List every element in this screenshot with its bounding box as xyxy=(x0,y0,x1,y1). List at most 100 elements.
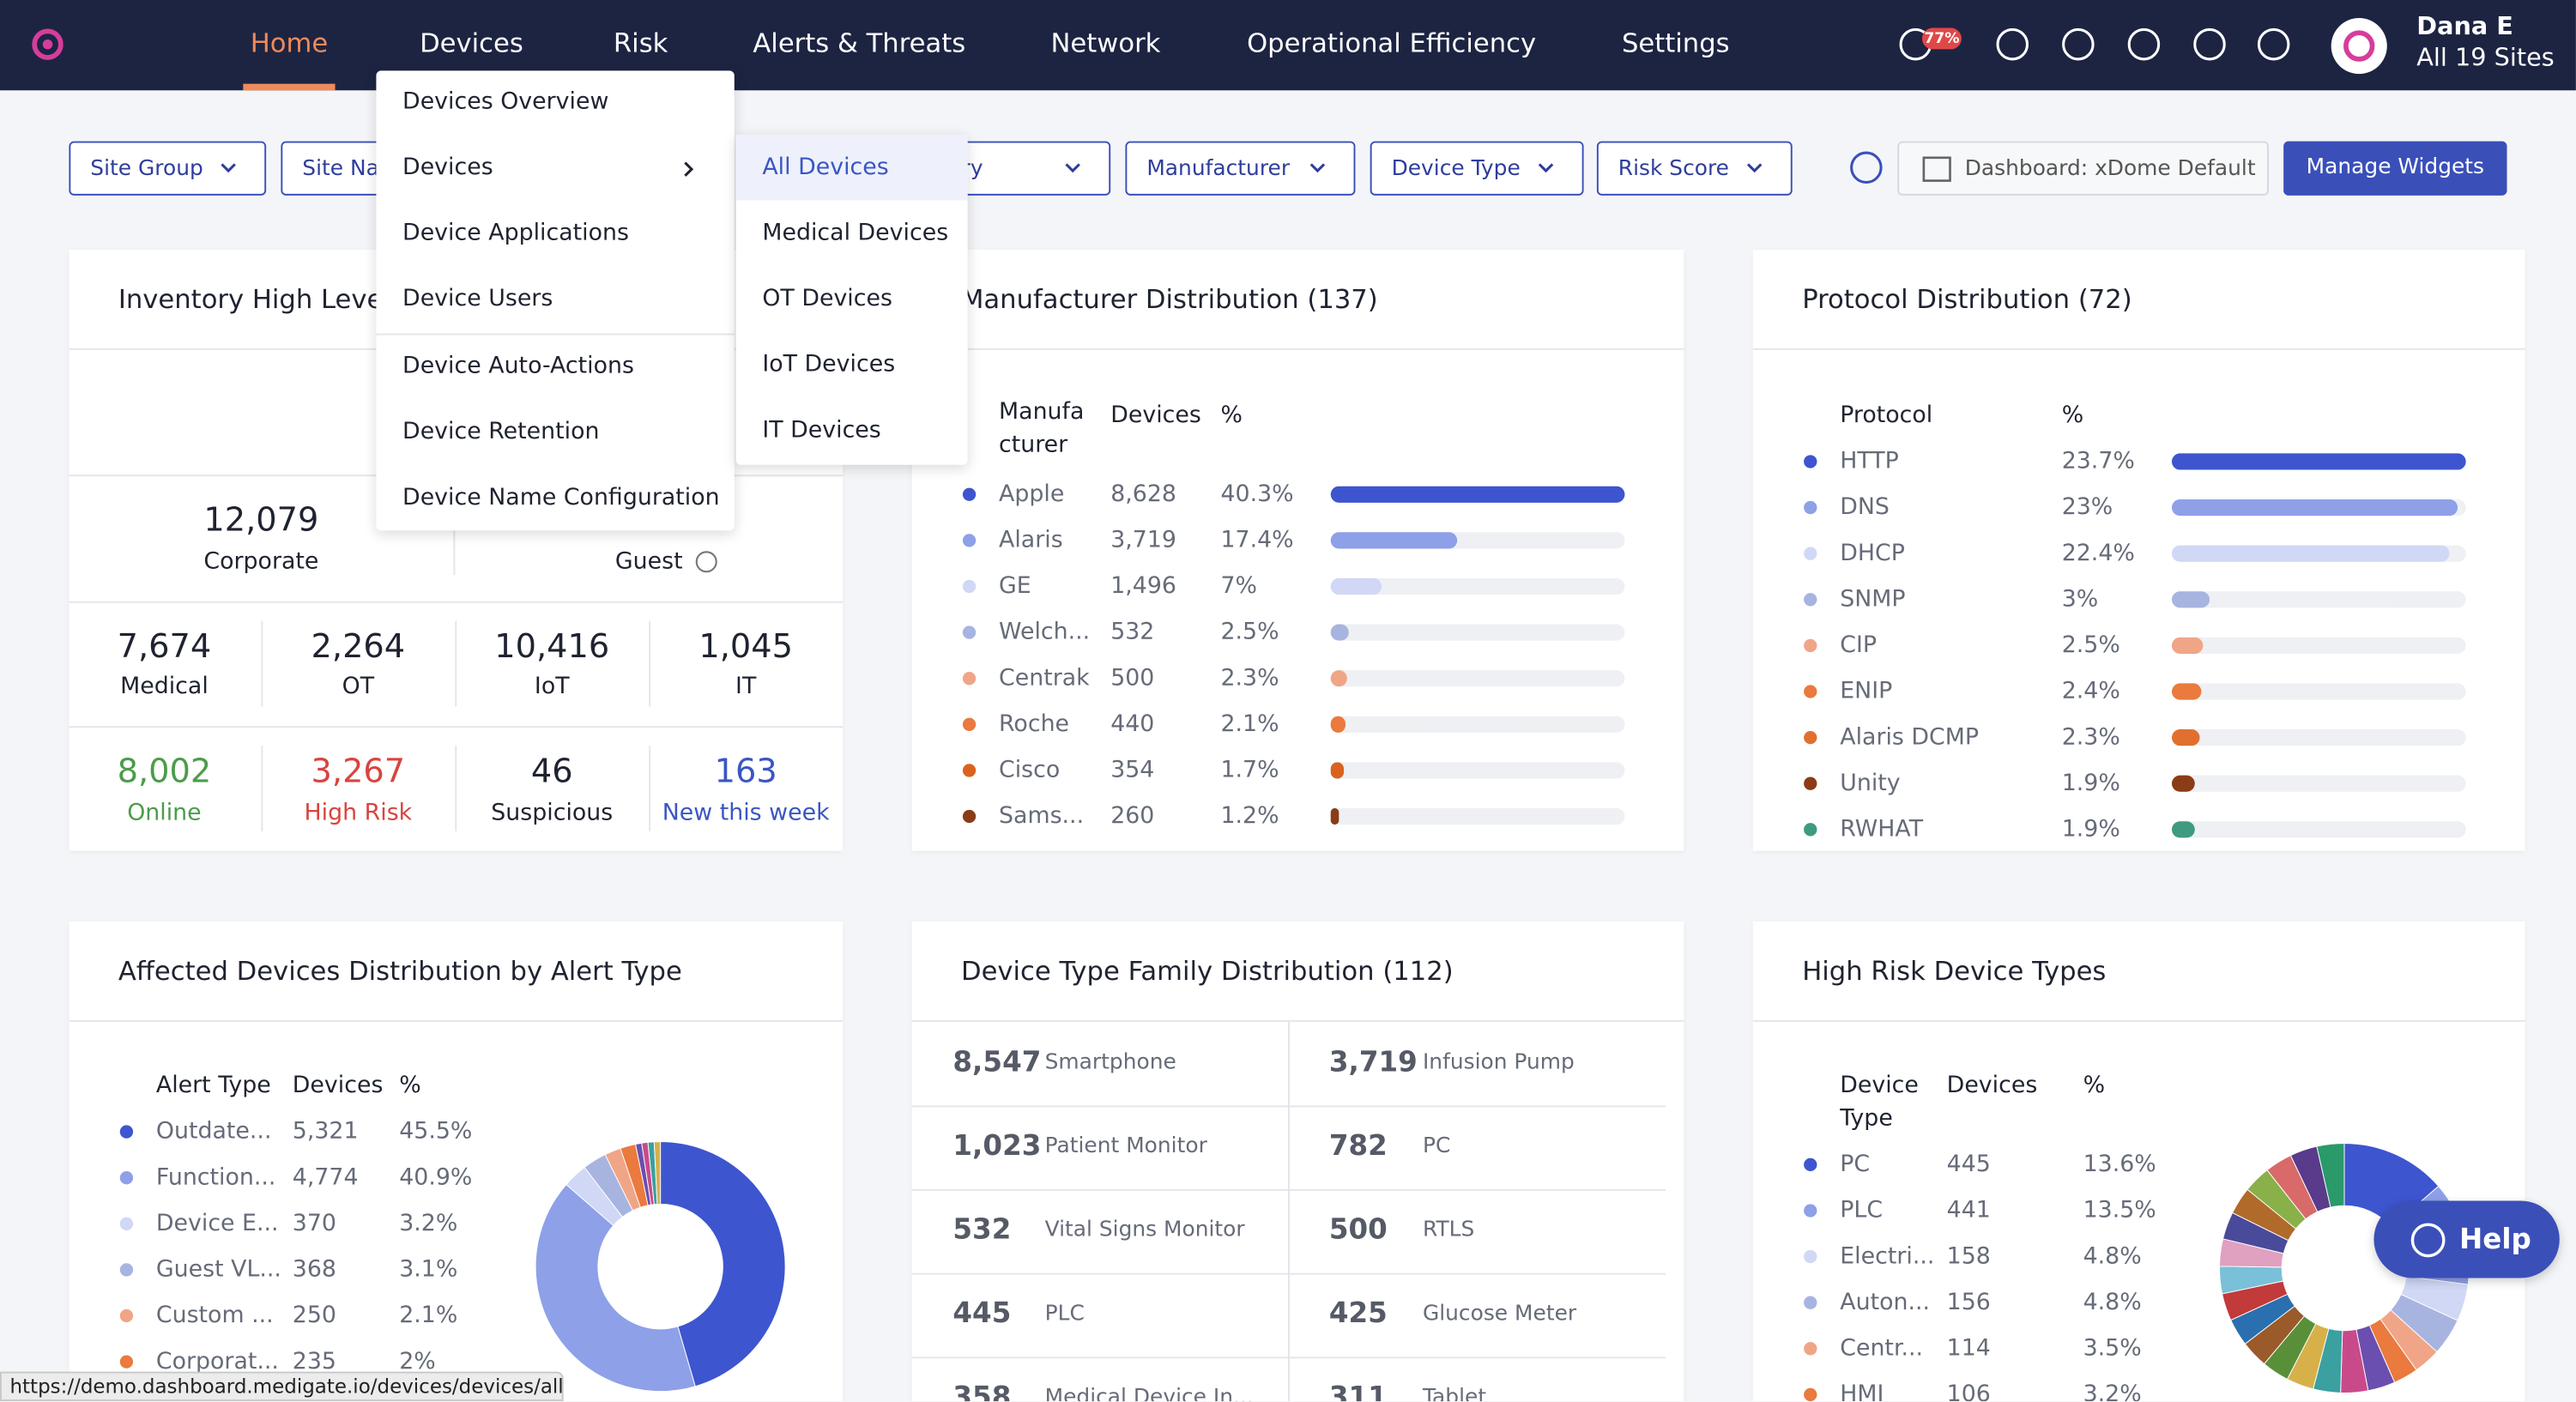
row-percent: 13.6% xyxy=(2083,1151,2156,1178)
dot xyxy=(962,534,977,547)
devices-submenu: All Devices Medical Devices OT Devices IoT … xyxy=(735,134,968,465)
legend-dot xyxy=(1804,1157,1817,1172)
manage-widgets-label: Manage Widgets xyxy=(2306,154,2485,180)
menu-item[interactable]: Device Users xyxy=(402,286,553,312)
bar xyxy=(2171,775,2196,792)
chevron-icon xyxy=(1538,163,1554,173)
donut-slice-other xyxy=(653,1141,662,1205)
menu-item[interactable]: Device Auto-Actions xyxy=(402,353,634,380)
help-button[interactable]: Help xyxy=(2373,1200,2560,1278)
nav-item[interactable]: Risk xyxy=(613,27,668,58)
menu-item[interactable]: Devices Overview xyxy=(402,88,609,116)
dot xyxy=(962,717,977,731)
row-devices: 500 xyxy=(1110,665,1155,692)
legend-dot xyxy=(119,1125,134,1139)
filter-button[interactable]: Site Group xyxy=(69,141,267,196)
row-name: Apple xyxy=(999,480,1065,508)
stat-value: 12,079 xyxy=(203,499,319,539)
legend-dot xyxy=(1804,1249,1817,1264)
column-header: Devices xyxy=(1110,402,1201,429)
help-button-icon xyxy=(2410,1223,2446,1258)
bar xyxy=(2171,499,2458,517)
logo xyxy=(32,28,63,60)
card: Device Type Family Distribution (112) 8,5… xyxy=(911,922,1684,1402)
card-header-divider xyxy=(1752,347,2525,350)
nav-item[interactable]: Devices xyxy=(420,27,523,58)
legend-dot xyxy=(119,1171,134,1185)
row-devices: 260 xyxy=(1110,803,1155,830)
family-count: 311 xyxy=(1328,1381,1388,1402)
submenu-active-bg xyxy=(735,134,968,201)
row-percent: 2% xyxy=(399,1348,436,1375)
chevron xyxy=(684,161,694,177)
family-label: Glucose Meter xyxy=(1422,1302,1577,1326)
column-header: % xyxy=(2061,402,2084,429)
bar xyxy=(2171,591,2210,608)
stat-label: OT xyxy=(342,673,375,700)
nav-item[interactable]: Network xyxy=(1050,27,1161,58)
dot xyxy=(1804,1342,1817,1356)
filter-button[interactable]: Risk Score xyxy=(1596,141,1793,196)
row-percent: 2.3% xyxy=(2061,724,2120,751)
row-devices: 445 xyxy=(1946,1151,1991,1178)
chevron xyxy=(1065,163,1080,173)
menu-item[interactable]: Device Retention xyxy=(402,419,600,445)
row-name: Unity xyxy=(1840,770,1901,797)
filter-button[interactable]: Manufacturer xyxy=(1125,141,1356,196)
row-percent: 7% xyxy=(1220,573,1258,600)
menu-item[interactable]: Device Applications xyxy=(402,220,629,247)
dot xyxy=(1804,1249,1817,1264)
bar xyxy=(1330,624,1349,641)
card-title: Manufacturer Distribution (137) xyxy=(960,283,1378,315)
family-label: PLC xyxy=(1044,1302,1085,1326)
bar-track xyxy=(1330,624,1625,641)
bar-track xyxy=(2171,821,2466,838)
donut-chart xyxy=(535,1141,786,1393)
nav-item[interactable]: Alerts & Threats xyxy=(753,27,966,58)
row-percent: 4.8% xyxy=(2083,1289,2142,1316)
legend-dot xyxy=(962,764,977,777)
stat-value: 46 xyxy=(530,750,573,790)
submenu-item[interactable]: All Devices xyxy=(762,154,889,181)
stat-label: Online xyxy=(127,800,202,826)
help-circle xyxy=(2410,1223,2446,1258)
legend-dot xyxy=(1804,1387,1817,1402)
submenu-item[interactable]: IT Devices xyxy=(762,417,881,444)
row-name: ENIP xyxy=(1840,678,1893,705)
row-devices: 532 xyxy=(1110,619,1155,646)
dot xyxy=(1804,1204,1817,1218)
row-name: PLC xyxy=(1840,1197,1884,1224)
menu-item[interactable]: Devices xyxy=(402,154,493,181)
stat-value: 7,674 xyxy=(117,625,212,666)
row-devices: 156 xyxy=(1946,1289,1991,1316)
bar-track xyxy=(1330,577,1625,595)
column-header: Devices xyxy=(292,1073,384,1099)
card-header-divider xyxy=(911,347,1684,350)
bar xyxy=(1330,670,1348,687)
nav-item[interactable]: Home xyxy=(250,27,329,58)
stat-value: 3,267 xyxy=(311,750,406,790)
family-label: RTLS xyxy=(1422,1218,1475,1243)
menu-item[interactable]: Device Name Configuration xyxy=(402,484,720,511)
family-count: 782 xyxy=(1328,1130,1388,1163)
submenu-item[interactable]: IoT Devices xyxy=(762,351,896,378)
bar xyxy=(2171,683,2202,700)
dashboard-selector[interactable]: Dashboard: xDome Default xyxy=(1897,141,2269,196)
row-percent: 3.1% xyxy=(399,1256,458,1284)
row-devices: 440 xyxy=(1110,710,1155,738)
row-devices: 158 xyxy=(1946,1243,1991,1270)
row-percent: 3.5% xyxy=(2083,1335,2142,1363)
help-circle xyxy=(1850,151,1883,184)
bar xyxy=(2171,545,2450,562)
submenu-item[interactable]: Medical Devices xyxy=(762,220,949,247)
nav-item[interactable]: Settings xyxy=(1621,27,1730,58)
menu-divider xyxy=(376,333,735,335)
row-percent: 3.2% xyxy=(399,1210,458,1237)
manage-widgets-button[interactable]: Manage Widgets xyxy=(2283,141,2507,196)
bar xyxy=(2171,821,2196,838)
dot xyxy=(119,1125,134,1139)
nav-item[interactable]: Operational Efficiency xyxy=(1247,27,1537,58)
submenu-item[interactable]: OT Devices xyxy=(762,286,892,312)
column-header: Protocol xyxy=(1840,402,1933,429)
